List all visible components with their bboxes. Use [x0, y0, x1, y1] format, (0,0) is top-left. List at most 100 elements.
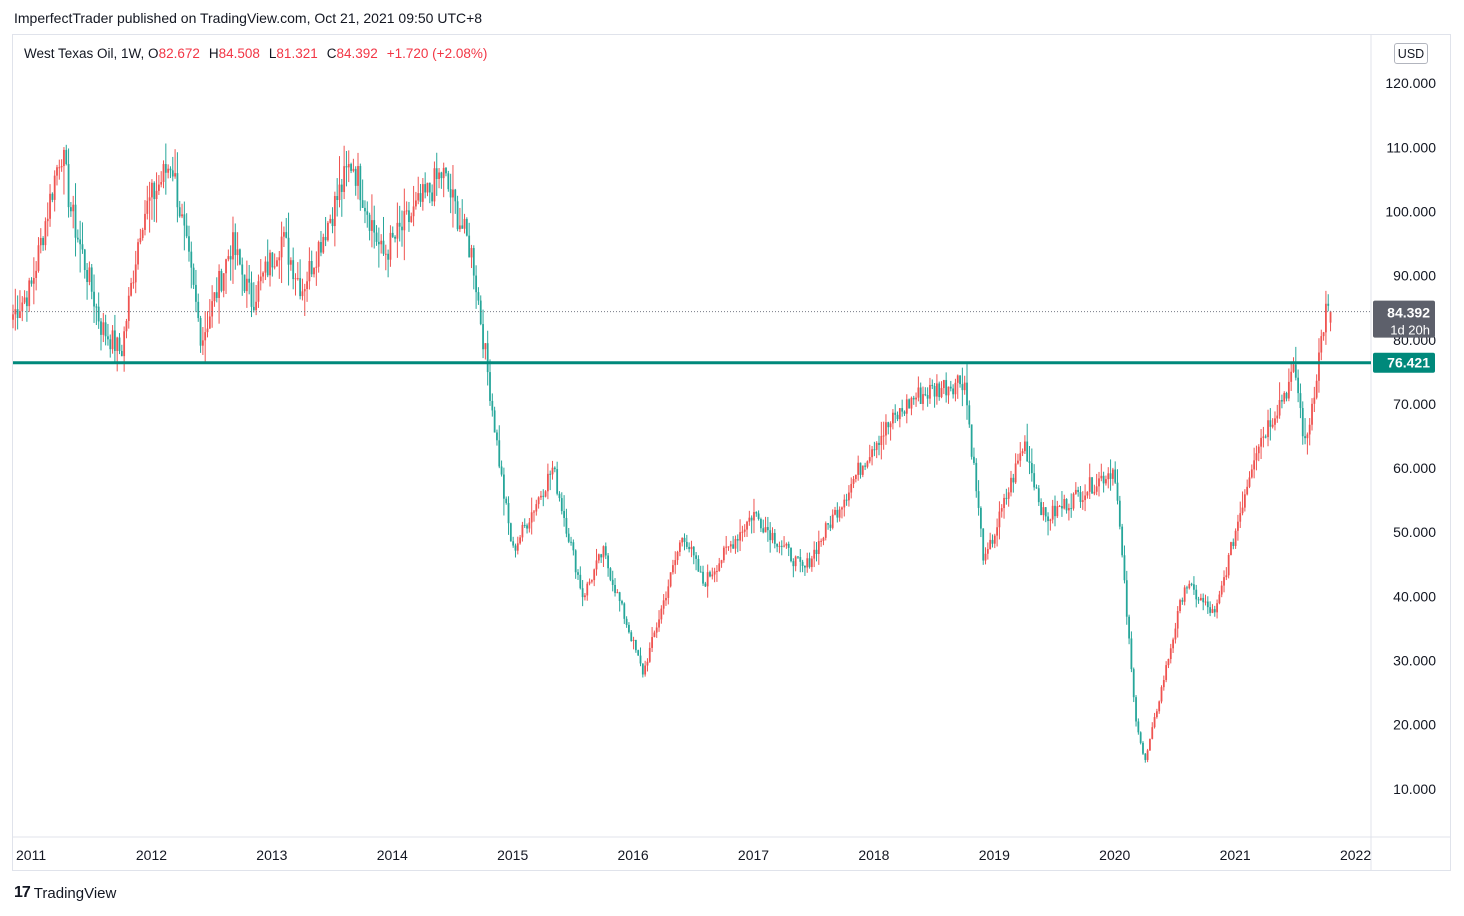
candle-body: [1111, 469, 1114, 479]
candle-body: [104, 322, 107, 337]
candle-body: [472, 248, 475, 276]
candle-body: [942, 380, 945, 389]
candle-body: [176, 173, 179, 208]
candle-body: [780, 545, 783, 547]
candle-body: [584, 595, 586, 598]
candle-body: [380, 240, 383, 245]
candle-body: [688, 546, 691, 550]
candle-body: [294, 278, 297, 280]
candle-body: [195, 284, 197, 302]
y-tick-label: 120.000: [1385, 75, 1436, 91]
candle-body: [885, 422, 887, 436]
candle-body: [53, 175, 56, 200]
candle-body: [785, 543, 788, 546]
candle-body: [324, 236, 327, 241]
candle-body: [854, 474, 857, 480]
support-price-label: 76.421: [1387, 355, 1430, 371]
candle-body: [463, 218, 466, 229]
candle-body: [1318, 352, 1320, 381]
candle-body: [243, 274, 246, 292]
candle-body: [426, 182, 429, 193]
candle-body: [118, 337, 121, 351]
candle-body: [1079, 492, 1082, 502]
candle-body: [14, 309, 17, 315]
chart-panel[interactable]: [12, 34, 1451, 871]
candle-body: [625, 618, 628, 625]
candle-body: [218, 271, 220, 298]
candle-body: [39, 238, 42, 246]
candle-body: [864, 465, 867, 467]
candle-body: [204, 332, 207, 341]
candle-body: [1297, 377, 1300, 394]
candle-body: [1102, 475, 1105, 484]
candle-body: [521, 524, 524, 538]
candle-body: [912, 397, 915, 400]
candle-body: [544, 491, 547, 497]
candle-body: [966, 382, 968, 406]
candle-body: [968, 405, 971, 425]
candle-body: [343, 166, 346, 192]
candle-body: [699, 571, 702, 573]
candle-body: [556, 469, 559, 494]
candle-body: [915, 397, 917, 400]
candle-body: [130, 282, 132, 296]
candle-body: [477, 292, 480, 301]
candle-body: [1070, 508, 1073, 510]
candle-body: [264, 261, 267, 273]
candle-body: [1012, 477, 1015, 483]
candle-body: [711, 574, 714, 577]
candle-body: [1095, 486, 1098, 492]
candle-body: [1190, 583, 1193, 585]
candle-body: [824, 523, 827, 538]
candle-body: [273, 266, 276, 268]
footer: 17 TradingView: [14, 884, 116, 902]
candle-body: [361, 200, 364, 208]
candle-body: [1211, 609, 1214, 613]
candle-body: [239, 249, 241, 265]
candle-body: [1250, 469, 1253, 478]
candle-body: [993, 535, 996, 544]
candle-body: [512, 541, 515, 546]
candle-body: [1086, 491, 1089, 496]
candle-body: [746, 521, 748, 530]
candle-body: [449, 189, 452, 198]
y-tick-label: 50.000: [1393, 524, 1436, 540]
y-tick-label: 110.000: [1386, 139, 1436, 155]
candle-body: [1049, 519, 1052, 522]
candle-body: [952, 388, 955, 395]
candle-body: [76, 237, 79, 240]
candle-body: [549, 473, 552, 475]
candle-body: [1216, 603, 1218, 613]
candle-body: [1255, 453, 1258, 461]
candle-body: [597, 554, 600, 561]
candle-body: [760, 519, 762, 529]
candle-body: [989, 539, 992, 550]
candle-body: [1093, 491, 1096, 494]
legend-high-value: 84.508: [218, 46, 260, 61]
candle-body: [259, 276, 262, 282]
y-tick-label: 10.000: [1393, 781, 1436, 797]
candle-body: [1074, 489, 1077, 494]
candle-body: [753, 512, 755, 521]
x-tick-label: 2017: [738, 847, 769, 863]
candle-body: [83, 249, 86, 271]
candle-body: [12, 314, 14, 320]
candle-body: [123, 331, 126, 357]
candle-body: [662, 600, 665, 609]
candle-body: [255, 301, 258, 311]
candle-body: [1248, 477, 1251, 487]
candle-body: [144, 213, 146, 230]
candle-body: [1047, 516, 1049, 522]
candle-body: [574, 550, 577, 573]
candle-body: [829, 524, 832, 528]
candle-body: [102, 322, 105, 335]
candle-body: [553, 467, 556, 470]
candle-body: [1158, 701, 1161, 712]
candle-body: [1269, 420, 1272, 427]
candle-body: [162, 164, 165, 183]
candle-body: [167, 168, 170, 173]
candle-body: [1026, 441, 1029, 462]
currency-button[interactable]: USD: [1394, 43, 1428, 64]
legend-low-value: 81.321: [276, 46, 318, 61]
